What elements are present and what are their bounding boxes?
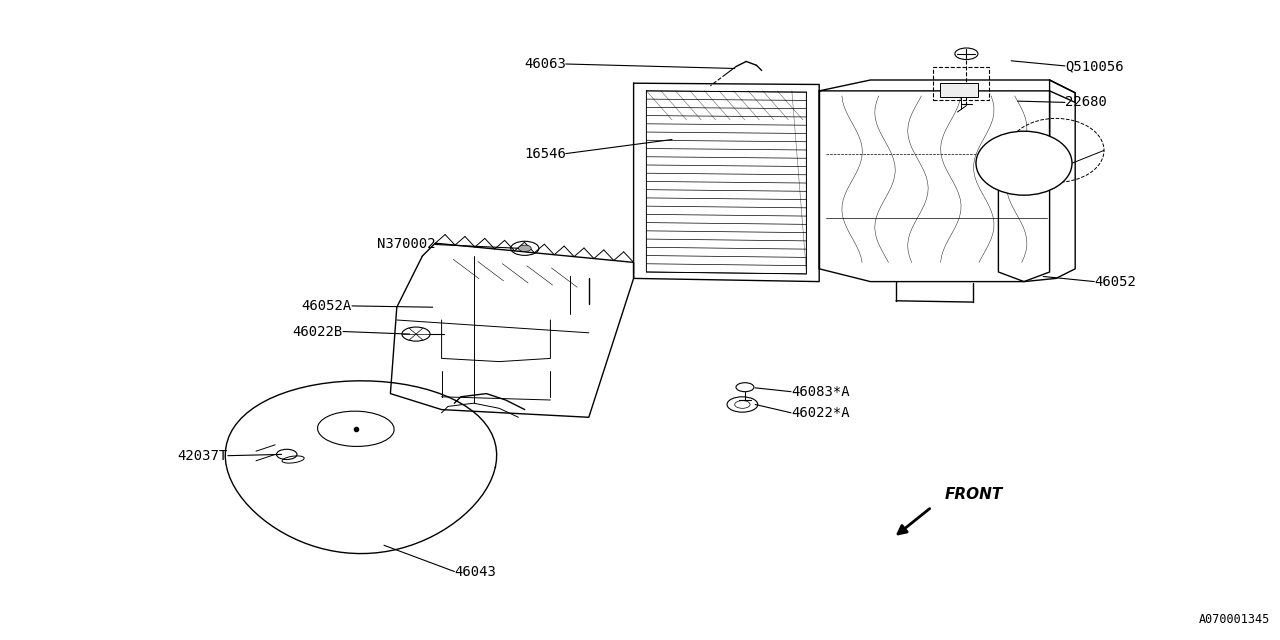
Text: N370002: N370002 (376, 237, 435, 252)
Text: FRONT: FRONT (945, 487, 1004, 502)
Text: Q510056: Q510056 (1065, 59, 1124, 73)
Text: 46022*A: 46022*A (791, 406, 850, 420)
Text: 46022B: 46022B (293, 324, 343, 339)
Text: 16546: 16546 (524, 147, 566, 161)
Text: 42037T: 42037T (178, 449, 228, 463)
Text: 46043: 46043 (454, 564, 497, 579)
Ellipse shape (977, 131, 1073, 195)
Bar (940, 83, 978, 97)
Text: 46052A: 46052A (302, 299, 352, 313)
Text: 46063: 46063 (524, 57, 566, 71)
Text: A070001345: A070001345 (1198, 613, 1270, 626)
Text: 22680: 22680 (1065, 95, 1107, 109)
Circle shape (518, 245, 531, 252)
Text: 46052: 46052 (1094, 275, 1137, 289)
Text: 46083*A: 46083*A (791, 385, 850, 399)
